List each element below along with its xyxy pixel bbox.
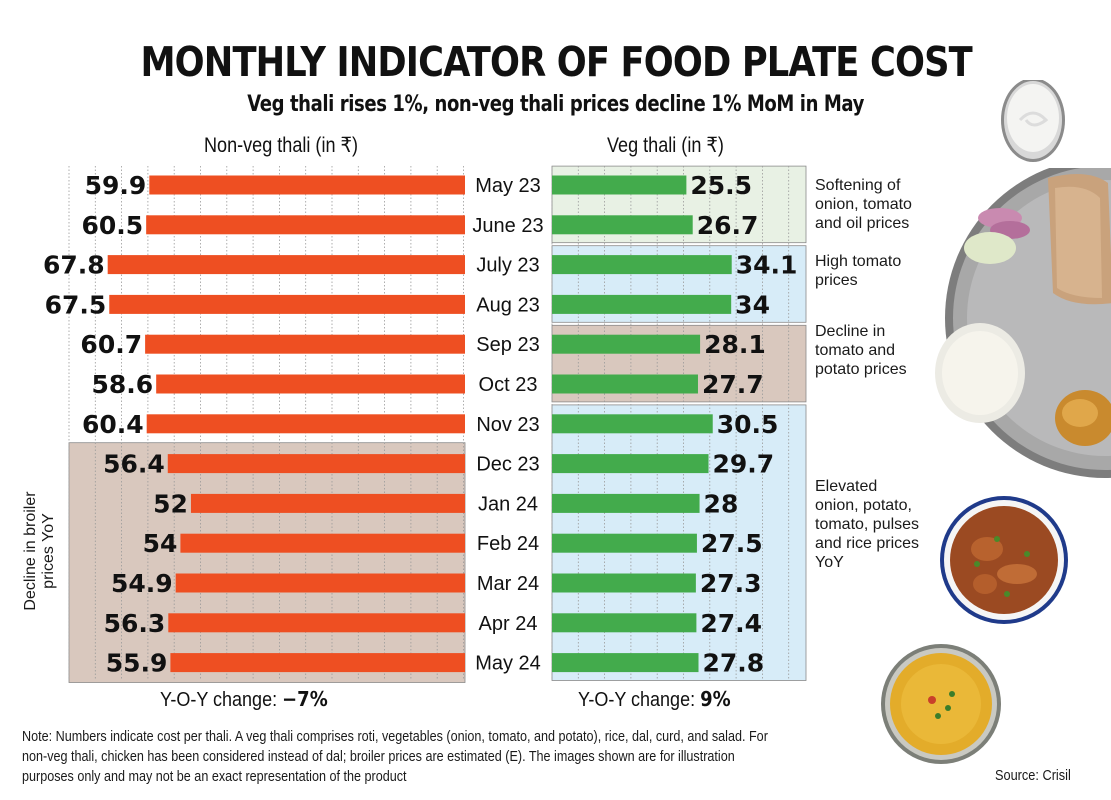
veg-bar (552, 215, 693, 235)
nonveg-bar (149, 175, 465, 195)
annotation-softening: Softening of onion, tomato and oil price… (815, 177, 912, 232)
month-label: Sep 23 (476, 334, 539, 356)
veg-bar (552, 255, 732, 275)
nonveg-yoy-change: Y-O-Y change: −7% (160, 687, 328, 712)
veg-value-label: 25.5 (690, 171, 752, 200)
nonveg-value-label: 56.4 (103, 450, 165, 479)
month-label: July 23 (476, 255, 539, 277)
nonveg-value-label: 54.9 (111, 569, 173, 598)
month-label: June 23 (472, 215, 543, 237)
nonveg-bar (170, 653, 466, 673)
broiler-annotation: Decline in broiler prices YoY (22, 491, 57, 611)
month-label: Nov 23 (476, 414, 539, 436)
veg-value-label: 27.8 (703, 649, 765, 678)
veg-bar (552, 414, 713, 434)
nonveg-value-label: 67.8 (43, 251, 105, 280)
veg-value-label: 28.1 (704, 330, 766, 359)
veg-yoy-change: Y-O-Y change: 9% (578, 687, 731, 712)
veg-thali-plate-image (935, 168, 1111, 478)
veg-bar (552, 533, 697, 553)
month-label: Mar 24 (477, 573, 539, 595)
nonveg-value-label: 54 (143, 529, 178, 558)
month-label: Aug 23 (476, 294, 539, 316)
month-label: Feb 24 (477, 533, 539, 555)
month-label: Jan 24 (478, 493, 538, 515)
annotation-high-tomato: High tomato prices (815, 253, 902, 289)
veg-bar (552, 175, 687, 195)
curd-bowl-image (1001, 80, 1065, 162)
veg-yoy-label: Y-O-Y change: (578, 689, 696, 711)
nonveg-annotation-box (68, 442, 466, 683)
veg-bar (552, 374, 698, 394)
nonveg-bar (107, 255, 465, 275)
nonveg-value-label: 67.5 (45, 290, 107, 319)
nonveg-bar (146, 414, 465, 434)
veg-bar (552, 653, 699, 673)
veg-value-label: 34 (735, 290, 770, 319)
nonveg-value-label: 58.6 (91, 370, 153, 399)
nonveg-bar (167, 454, 465, 474)
veg-value-label: 27.3 (700, 569, 762, 598)
month-label: May 23 (475, 175, 541, 197)
nonveg-value-label: 60.5 (81, 211, 143, 240)
veg-value-label: 29.7 (713, 450, 775, 479)
nonveg-value-label: 60.4 (82, 410, 144, 439)
nonveg-value-label: 60.7 (80, 330, 142, 359)
nonveg-bar (146, 215, 466, 235)
veg-value-label: 27.5 (701, 529, 763, 558)
nonveg-bar (190, 493, 465, 513)
nonveg-yoy-value: −7% (282, 687, 328, 711)
veg-bar (552, 334, 701, 354)
nonveg-value-label: 52 (153, 489, 188, 518)
veg-value-label: 30.5 (717, 410, 779, 439)
nonveg-value-label: 59.9 (85, 171, 147, 200)
veg-value-label: 27.7 (702, 370, 764, 399)
veg-value-label: 26.7 (697, 211, 759, 240)
nonveg-bar (180, 533, 466, 553)
veg-bar (552, 294, 732, 314)
veg-bar (552, 493, 700, 513)
veg-header: Veg thali (in ₹) (607, 134, 724, 157)
source-credit: Source: Crisil (995, 767, 1071, 784)
chart-title: MONTHLY INDICATOR OF FOOD PLATE COST (140, 38, 972, 86)
month-label: Dec 23 (476, 454, 539, 476)
veg-bar (552, 454, 709, 474)
nonveg-bar (145, 334, 465, 354)
chicken-curry-bowl-image (940, 496, 1068, 624)
month-label: Apr 24 (479, 613, 538, 635)
chart-subtitle: Veg thali rises 1%, non-veg thali prices… (247, 92, 864, 117)
annotation-decline-tomato: Decline in tomato and potato prices (815, 323, 907, 378)
nonveg-value-label: 56.3 (104, 609, 166, 638)
nonveg-header: Non-veg thali (in ₹) (204, 134, 359, 157)
nonveg-bar (175, 573, 465, 593)
annotation-elevated: Elevated onion, potato, tomato, pulses a… (815, 478, 920, 571)
month-label: May 24 (475, 653, 541, 675)
veg-bar (552, 573, 696, 593)
footnote: Note: Numbers indicate cost per thali. A… (22, 728, 768, 785)
veg-value-label: 27.4 (700, 609, 762, 638)
nonveg-yoy-label: Y-O-Y change: (160, 689, 278, 711)
nonveg-bar (156, 374, 466, 394)
veg-value-label: 28 (704, 489, 739, 518)
nonveg-bar (168, 613, 465, 633)
month-label: Oct 23 (479, 374, 538, 396)
veg-yoy-value: 9% (700, 687, 731, 711)
veg-value-label: 34.1 (736, 251, 798, 280)
nonveg-bar (109, 294, 466, 314)
dal-bowl-image (881, 644, 1001, 764)
veg-bar (552, 613, 697, 633)
nonveg-value-label: 55.9 (106, 649, 168, 678)
